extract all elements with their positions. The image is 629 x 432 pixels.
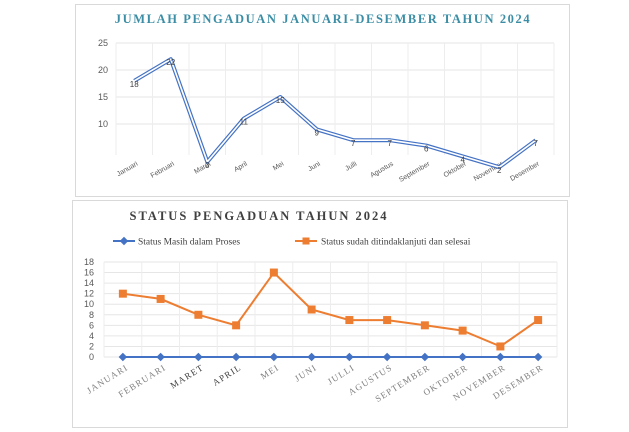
point-selesai <box>118 289 127 298</box>
x-tick-label: MEI <box>259 362 281 381</box>
x-tick-label: Februari <box>150 160 176 179</box>
x-tick-label: APRIL <box>211 362 243 387</box>
legend-marker-proses <box>119 236 129 246</box>
chart-status-svg: STATUS PENGADUAN TAHUN 2024 Status Masih… <box>84 209 558 404</box>
x-tick-label: JULLI <box>326 362 357 386</box>
point-selesai <box>269 268 278 277</box>
x-tick-label: MARET <box>168 362 205 390</box>
x-tick-label: September <box>398 160 432 184</box>
point-proses <box>307 352 316 362</box>
point-selesai <box>232 321 241 330</box>
data-label: 9 <box>315 128 320 137</box>
point-selesai <box>458 326 467 335</box>
legend-marker-selesai <box>302 237 310 245</box>
point-proses <box>231 352 241 362</box>
y-tick-label: 25 <box>98 38 108 48</box>
point-selesai <box>156 294 165 303</box>
x-tick-label: Juni <box>307 160 322 173</box>
series-line-inner <box>133 58 537 168</box>
data-label: 7 <box>534 139 539 148</box>
point-selesai <box>420 321 429 330</box>
data-label: 3 <box>205 161 210 170</box>
chart-title: JUMLAH PENGADUAN JANUARI-DESEMBER TAHUN … <box>115 12 531 26</box>
series-line-selesai <box>122 271 539 348</box>
point-proses <box>533 352 543 362</box>
data-label: 7 <box>388 139 393 148</box>
point-proses <box>156 352 165 362</box>
point-selesai <box>534 316 543 325</box>
legend-label-selesai: Status sudah ditindaklanjuti dan selesai <box>321 238 471 248</box>
y-tick-label: 18 <box>84 257 94 267</box>
x-tick-label: Julli <box>344 160 358 172</box>
y-tick-label: 6 <box>89 320 94 330</box>
point-selesai <box>383 316 392 325</box>
y-tick-label: 2 <box>89 341 94 351</box>
x-tick-label: Mei <box>272 160 286 172</box>
data-label: 15 <box>276 96 285 105</box>
y-tick-label: 12 <box>84 289 94 299</box>
chart-title: STATUS PENGADUAN TAHUN 2024 <box>130 209 389 223</box>
y-tick-label: 8 <box>89 310 94 320</box>
chart-panel-jumlah: JUMLAH PENGADUAN JANUARI-DESEMBER TAHUN … <box>75 4 570 197</box>
data-label: 2 <box>497 166 502 175</box>
data-label: 22 <box>166 58 175 67</box>
x-tick-label: JUNI <box>293 362 319 383</box>
point-selesai <box>307 305 316 314</box>
y-tick-label: 4 <box>89 331 94 341</box>
chart-panel-status: STATUS PENGADUAN TAHUN 2024 Status Masih… <box>72 200 568 428</box>
x-tick-label: Desember <box>509 160 541 183</box>
y-tick-label: 15 <box>98 92 108 102</box>
point-selesai <box>496 342 505 351</box>
x-tick-label: Agustus <box>369 160 395 179</box>
data-label: 18 <box>130 80 139 89</box>
chart-jumlah-svg: JUMLAH PENGADUAN JANUARI-DESEMBER TAHUN … <box>98 12 555 184</box>
x-tick-label: Januari <box>116 160 140 178</box>
x-tick-label: April <box>233 160 249 173</box>
point-proses <box>458 352 467 362</box>
point-proses <box>269 352 279 362</box>
legend-label-proses: Status Masih dalam Proses <box>138 238 240 248</box>
point-proses <box>118 352 128 362</box>
point-proses <box>382 352 392 362</box>
point-proses <box>194 352 203 362</box>
data-label: 11 <box>240 118 249 127</box>
point-selesai <box>345 316 354 325</box>
y-tick-label: 14 <box>84 278 94 288</box>
point-proses <box>420 352 430 362</box>
y-tick-label: 10 <box>98 119 108 129</box>
data-label: 6 <box>424 145 429 154</box>
y-tick-label: 0 <box>89 352 94 362</box>
point-proses <box>496 352 505 362</box>
point-proses <box>345 352 354 362</box>
y-tick-label: 16 <box>84 268 94 278</box>
data-label: 7 <box>351 139 356 148</box>
point-selesai <box>194 310 203 319</box>
data-label: 4 <box>461 155 466 164</box>
y-tick-label: 20 <box>98 65 108 75</box>
y-tick-label: 10 <box>84 299 94 309</box>
